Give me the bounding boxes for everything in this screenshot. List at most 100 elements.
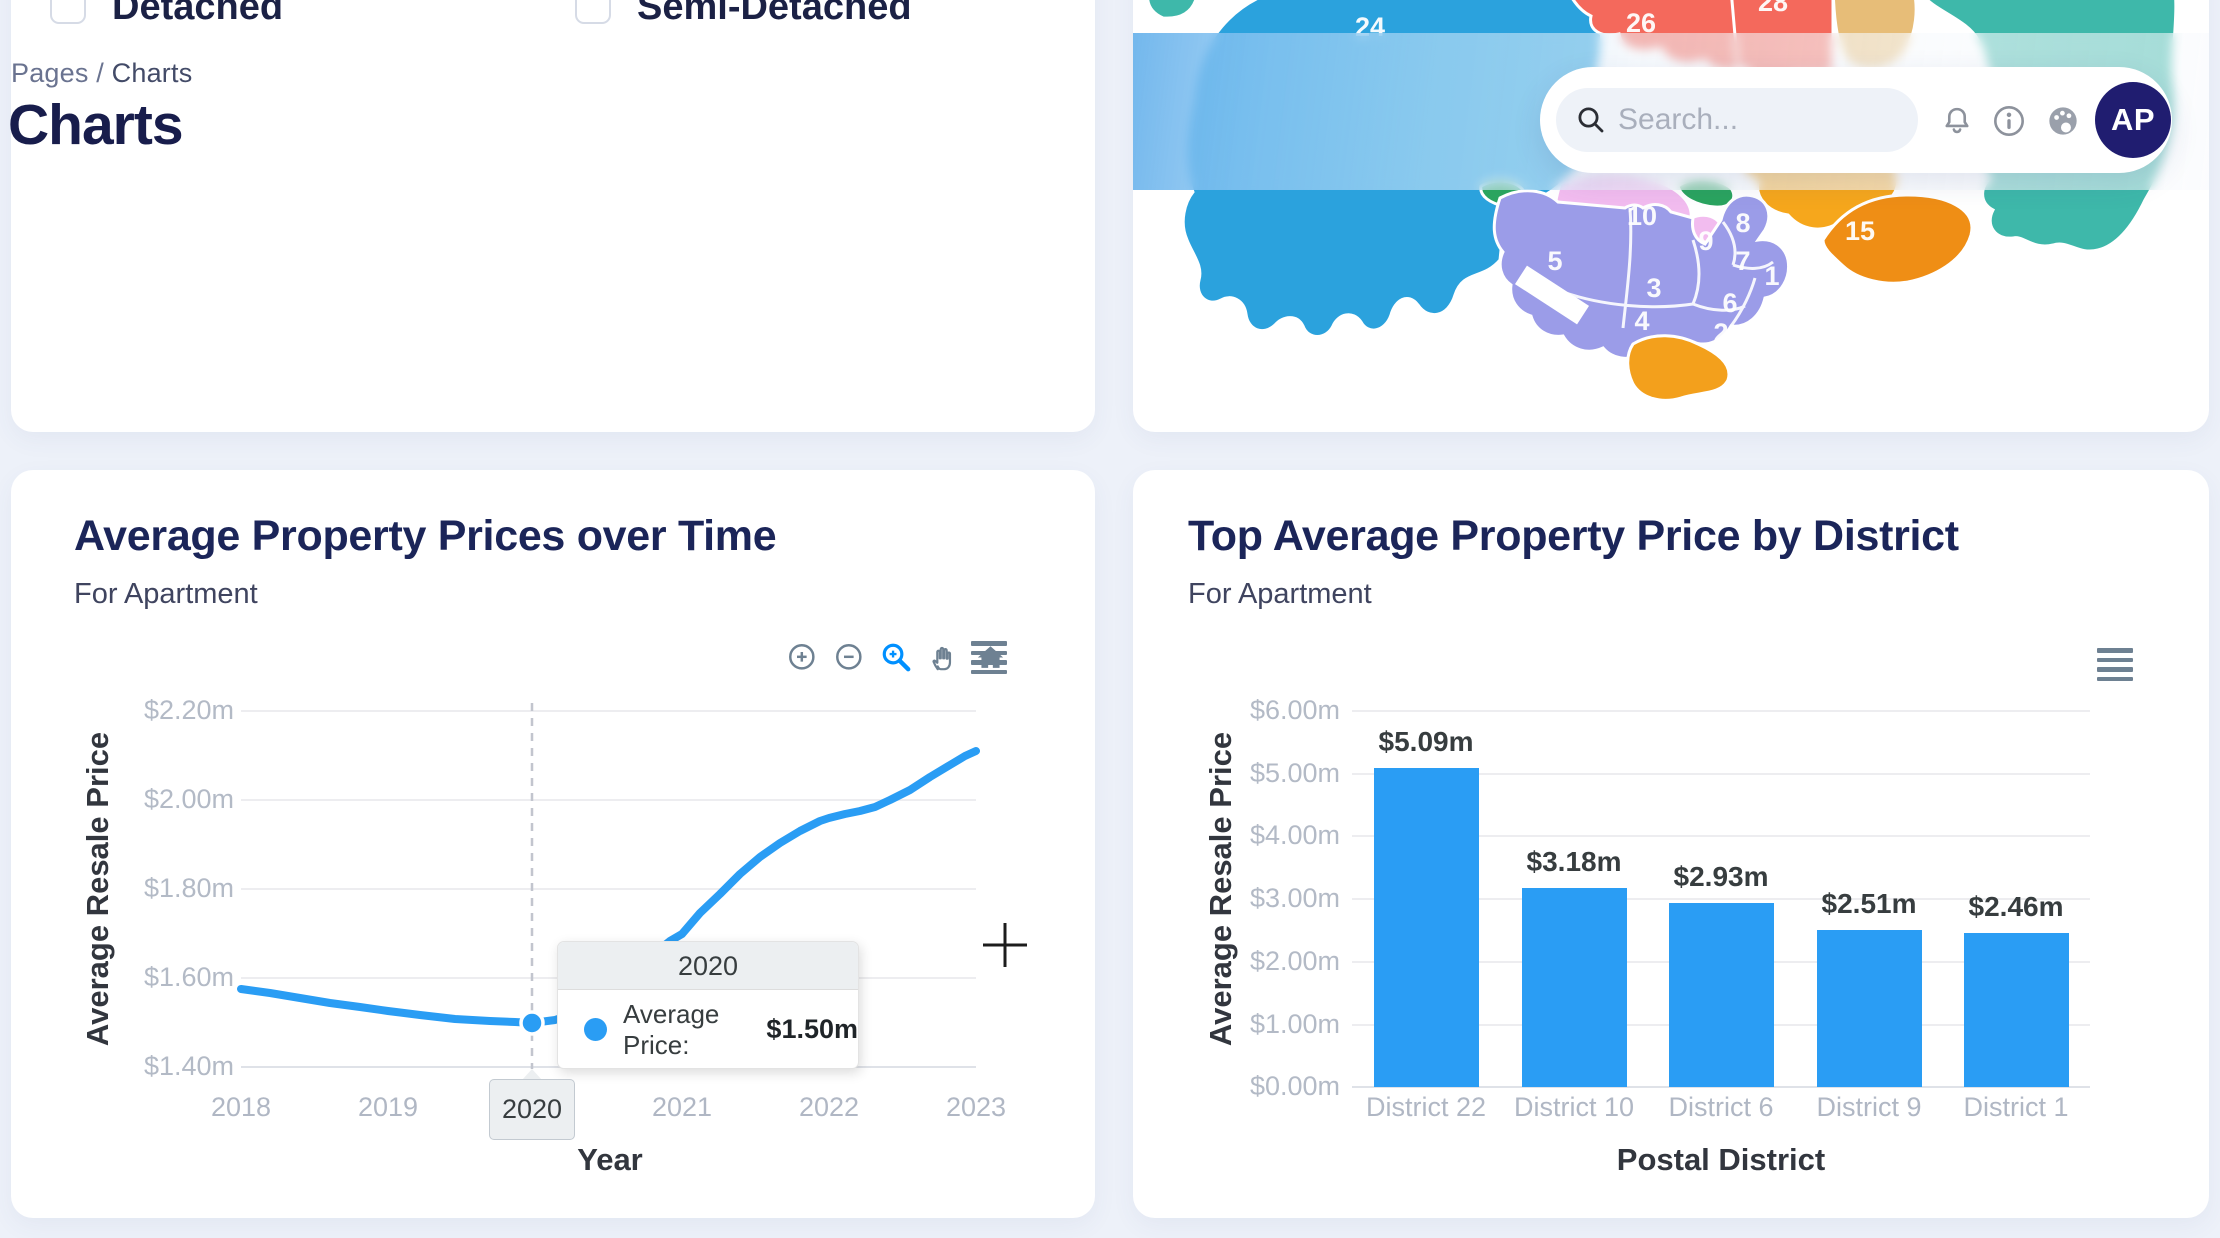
bar-x-axis-title: Postal District [1616, 1142, 1826, 1177]
line-x-tick: 2021 [651, 1092, 713, 1122]
bar-y-tick: $1.00m [1249, 1009, 1340, 1039]
bar-value-label: $2.51m [1821, 888, 1917, 919]
bar-district-9[interactable] [1817, 930, 1922, 1087]
bar-x-tick: District 6 [1668, 1092, 1774, 1122]
district-label-15: 15 [1845, 216, 1875, 246]
line-x-tick: 2018 [210, 1092, 272, 1122]
line-x-tick: 2023 [945, 1092, 1007, 1122]
line-x-tick: 2019 [357, 1092, 419, 1122]
district-label-6: 6 [1722, 288, 1737, 318]
district-label-1: 1 [1764, 261, 1779, 291]
line-y-tick: $1.60m [143, 962, 234, 992]
line-chart-subtitle: For Apartment [74, 578, 258, 610]
bell-icon[interactable] [1938, 102, 1976, 140]
district-label-9: 9 [1698, 226, 1713, 256]
bar-y-tick: $2.00m [1249, 946, 1340, 976]
bar-y-tick: $4.00m [1249, 820, 1340, 850]
checkbox-detached[interactable] [50, 0, 86, 24]
bar-x-tick: District 9 [1816, 1092, 1922, 1122]
breadcrumb: Pages / Charts [11, 58, 192, 89]
chart-tooltip: 2020 Average Price: $1.50m [557, 941, 859, 1069]
district-label-28: 28 [1758, 0, 1788, 17]
line-y-tick: $1.80m [143, 873, 234, 903]
line-y-axis-title: Average Resale Price [80, 731, 115, 1047]
bar-chart-card [1133, 470, 2209, 1218]
topbar-search-pill: AP [1540, 67, 2172, 173]
gridline [241, 710, 976, 712]
bar-value-label: $2.46m [1968, 891, 2064, 922]
breadcrumb-current: Charts [111, 58, 193, 88]
district-label-10: 10 [1627, 201, 1657, 231]
bar-y-tick: $3.00m [1249, 883, 1340, 913]
line-chart-toolbar [745, 641, 1007, 674]
search-input[interactable] [1618, 88, 1898, 152]
bar-district-6[interactable] [1669, 903, 1774, 1087]
district-label-3: 3 [1646, 273, 1661, 303]
tooltip-series-label: Average Price: [623, 998, 720, 1060]
page-title: Charts [8, 93, 184, 157]
zoom-out-icon[interactable] [833, 641, 866, 674]
bar-y-tick: $5.00m [1249, 758, 1340, 788]
gridline [1352, 773, 2090, 775]
line-x-tick: 2022 [798, 1092, 860, 1122]
bar-district-22[interactable] [1374, 768, 1479, 1087]
breadcrumb-parent[interactable]: Pages [11, 58, 89, 88]
line-chart-menu-icon[interactable] [971, 641, 1007, 674]
x-axis-tooltip: 2020 [489, 1079, 575, 1140]
x-axis-tooltip-arrow [522, 1069, 542, 1080]
pan-hand-icon[interactable] [927, 641, 960, 674]
bar-x-tick: District 1 [1963, 1092, 2069, 1122]
bar-district-10[interactable] [1522, 888, 1627, 1087]
district-label-8: 8 [1735, 208, 1750, 238]
bar-chart-subtitle: For Apartment [1188, 578, 1372, 610]
line-x-axis-title: Year [577, 1142, 643, 1177]
user-avatar[interactable]: AP [2095, 82, 2171, 158]
bar-y-tick: $6.00m [1249, 695, 1340, 725]
checkbox-semi-detached[interactable] [575, 0, 611, 24]
gridline [1352, 835, 2090, 837]
x-axis-line [1352, 1086, 2090, 1088]
district-label-4: 4 [1634, 306, 1649, 336]
gridline [241, 888, 976, 890]
gridline [241, 799, 976, 801]
district-region-sentosa[interactable] [1626, 334, 1731, 402]
line-y-tick: $1.40m [143, 1051, 234, 1081]
bar-value-label: $3.18m [1526, 846, 1622, 877]
bar-chart-title: Top Average Property Price by District [1188, 512, 1959, 560]
bar-x-tick: District 10 [1513, 1092, 1635, 1122]
line-chart-title: Average Property Prices over Time [74, 512, 777, 560]
district-boundaries [1562, 207, 1774, 329]
filters-card [11, 0, 1095, 432]
bar-value-label: $5.09m [1378, 726, 1474, 757]
bar-y-tick: $0.00m [1249, 1071, 1340, 1101]
checkbox-semi-detached-label: Semi-Detached [637, 0, 912, 28]
district-number-labels: 24 26 28 10 9 5 8 7 1 15 3 6 4 2 [1355, 0, 1875, 348]
search-field[interactable] [1556, 88, 1918, 152]
zoom-in-icon[interactable] [786, 641, 819, 674]
gridline [1352, 710, 2090, 712]
district-label-2: 2 [1713, 318, 1728, 348]
palette-icon[interactable] [2044, 102, 2082, 140]
breadcrumb-slash: / [96, 58, 104, 88]
bar-y-axis-title: Average Resale Price [1203, 731, 1238, 1047]
bar-x-tick: District 22 [1365, 1092, 1487, 1122]
district-label-7: 7 [1735, 246, 1750, 276]
gridline [1352, 898, 2090, 900]
bar-district-1[interactable] [1964, 933, 2069, 1087]
selection-zoom-icon-active[interactable] [880, 641, 913, 674]
port-notch [1514, 265, 1590, 325]
search-icon [1578, 107, 1604, 133]
tooltip-header: 2020 [558, 942, 858, 990]
district-label-5: 5 [1547, 246, 1562, 276]
bar-value-label: $2.93m [1673, 861, 1769, 892]
checkbox-detached-label: Detached [112, 0, 284, 28]
line-y-tick: $2.20m [143, 695, 234, 725]
info-icon[interactable] [1990, 102, 2028, 140]
district-region-teal-nw[interactable] [1146, 0, 1198, 20]
district-region-15[interactable] [1821, 193, 1974, 285]
bar-chart-menu-icon[interactable] [2097, 648, 2133, 681]
tooltip-body: Average Price: $1.50m [558, 990, 858, 1068]
tooltip-series-dot [584, 1018, 607, 1041]
line-y-tick: $2.00m [143, 784, 234, 814]
